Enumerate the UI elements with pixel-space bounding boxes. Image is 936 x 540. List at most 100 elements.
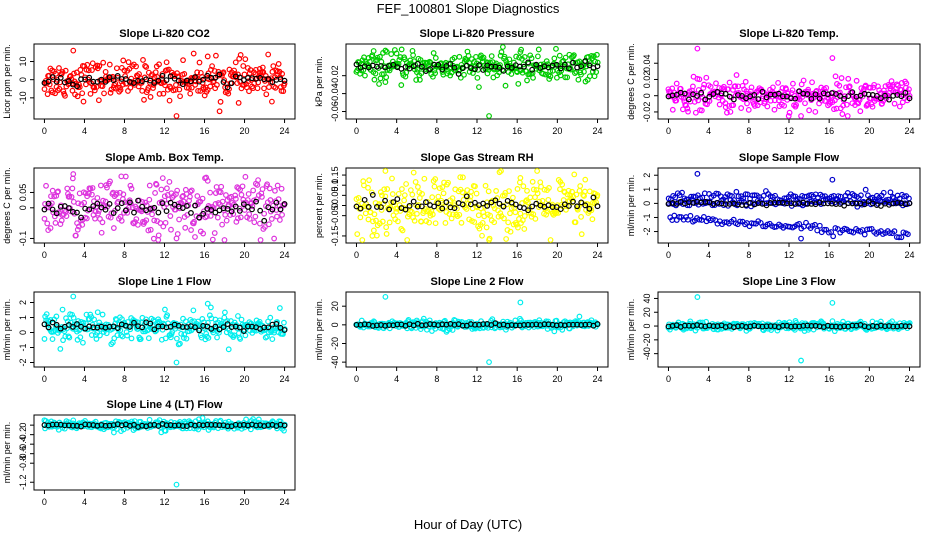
panel-title: Slope Line 2 Flow (431, 276, 524, 288)
x-tick-label: 4 (394, 126, 399, 136)
data-point (181, 71, 188, 77)
data-point (696, 76, 703, 83)
highlight-point (102, 78, 109, 85)
data-point (503, 236, 510, 242)
y-tick-label: 0 (18, 77, 28, 82)
data-point (377, 189, 384, 196)
highlight-point (86, 74, 93, 81)
highlight-point (730, 96, 737, 103)
data-point (732, 83, 739, 90)
data-point (403, 181, 410, 187)
highlight-point (110, 210, 117, 216)
data-point (147, 226, 154, 233)
data-point (122, 173, 129, 180)
data-point (458, 219, 465, 226)
x-tick-label: 12 (472, 374, 482, 384)
x-tick-label: 8 (122, 250, 127, 260)
data-point (167, 213, 174, 219)
data-point (357, 70, 363, 77)
data-point (883, 95, 890, 102)
data-point (101, 90, 107, 97)
data-point (251, 219, 258, 226)
data-point (529, 178, 536, 185)
highlight-point (681, 90, 688, 97)
data-point (456, 53, 463, 60)
highlight-point (261, 217, 268, 224)
highlight-point (451, 64, 458, 71)
data-point (454, 205, 460, 212)
data-point (235, 100, 242, 106)
data-point (281, 80, 288, 87)
y-tick-label: -1 (18, 343, 28, 351)
data-point (68, 194, 75, 200)
highlight-point (122, 76, 129, 82)
highlight-point (455, 71, 462, 77)
data-point (173, 359, 180, 366)
x-tick-label: 24 (280, 497, 290, 507)
data-point (113, 190, 120, 196)
highlight-point (447, 61, 454, 67)
data-point (223, 192, 229, 198)
data-point (685, 108, 691, 115)
data-point (465, 52, 472, 59)
panel-8: Slope Line 2 Flow ml/min per min. 0 4 8 12 16 2… (314, 276, 609, 384)
panel-title: Slope Gas Stream RH (420, 152, 533, 164)
highlight-point (106, 74, 113, 81)
data-point (70, 171, 77, 177)
x-tick-label: 20 (552, 374, 562, 384)
x-tick-label: 8 (746, 126, 751, 136)
data-point (359, 237, 366, 243)
data-point (126, 197, 133, 204)
y-tick-label: -40 (642, 347, 652, 360)
highlight-point (131, 209, 137, 216)
series-points (41, 47, 288, 119)
global-x-axis-label: Hour of Day (UTC) (413, 517, 523, 532)
data-point (173, 113, 180, 119)
data-point (80, 339, 86, 346)
data-point (578, 71, 584, 78)
data-point (166, 178, 173, 185)
data-point (589, 216, 596, 223)
data-point (829, 55, 836, 61)
y-tick-label: 20 (642, 307, 652, 317)
highlight-point (179, 81, 186, 88)
data-point (775, 79, 781, 86)
data-point (521, 53, 528, 60)
highlight-point (57, 74, 64, 81)
x-tick-label: 24 (593, 250, 603, 260)
data-point (44, 220, 51, 227)
series-points (665, 45, 913, 119)
data-point (844, 113, 851, 119)
data-point (257, 220, 263, 227)
x-tick-label: 12 (159, 126, 169, 136)
data-point (122, 73, 129, 79)
data-point (786, 109, 793, 116)
y-tick-label: -0.15 (330, 226, 340, 247)
data-point (100, 197, 106, 204)
data-point (896, 103, 903, 110)
y-tick-label: -0.1 (18, 231, 28, 247)
data-point (377, 53, 383, 60)
data-point (389, 175, 395, 182)
data-point (216, 108, 223, 115)
x-tick-label: 20 (864, 374, 874, 384)
highlight-point (775, 90, 782, 97)
data-point (527, 52, 534, 59)
highlight-point (557, 65, 564, 72)
data-point (770, 84, 776, 91)
y-tick-label: -20 (642, 333, 652, 346)
y-axis-label: ml/min per min. (314, 299, 324, 361)
data-point (99, 219, 106, 226)
y-axis-label: ml/min per min. (2, 299, 12, 361)
data-point (48, 193, 54, 200)
highlight-point (74, 209, 80, 216)
data-point (829, 176, 836, 183)
data-point (524, 187, 530, 194)
highlight-point (561, 61, 568, 68)
x-tick-label: 12 (472, 250, 482, 260)
data-point (395, 190, 402, 197)
data-point (221, 237, 228, 243)
data-point (429, 194, 436, 201)
data-point (468, 188, 474, 195)
